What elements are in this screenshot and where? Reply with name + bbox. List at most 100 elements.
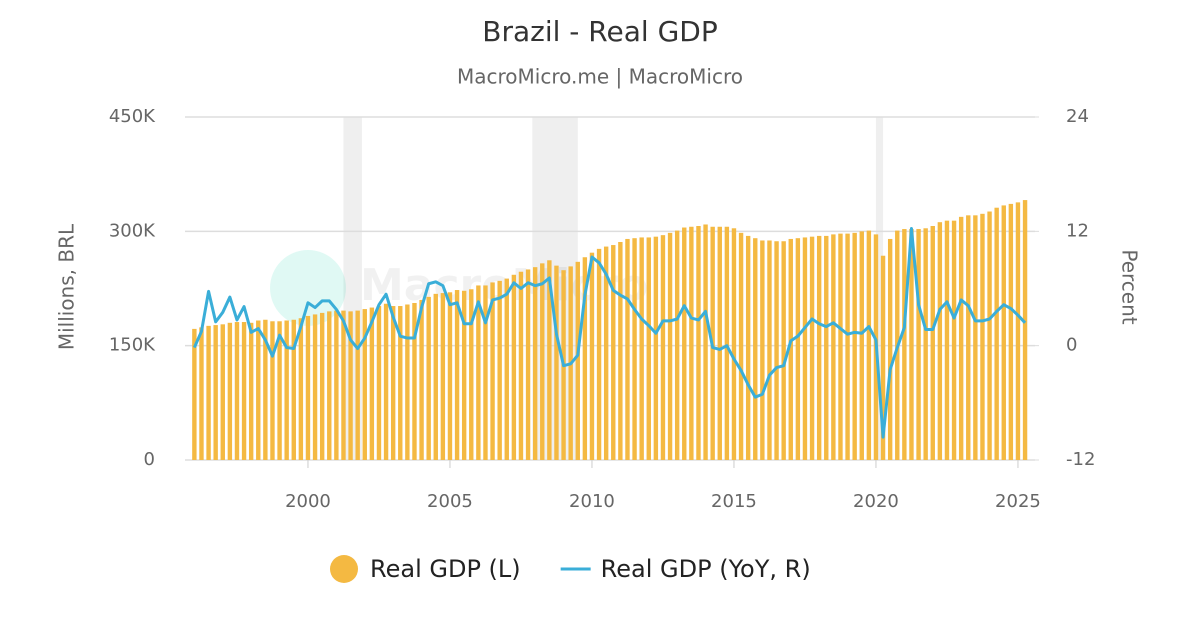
y-tick-label: 150K — [109, 335, 156, 356]
bar — [603, 246, 609, 460]
bar — [625, 238, 630, 460]
bar — [738, 232, 744, 460]
bar — [930, 225, 935, 460]
bar — [717, 226, 722, 460]
bar — [305, 315, 311, 460]
bar — [447, 292, 453, 460]
bar — [589, 252, 595, 460]
bar — [902, 229, 907, 460]
bar — [369, 307, 375, 460]
bar — [966, 215, 971, 460]
bar — [547, 260, 552, 460]
bar — [696, 225, 701, 460]
x-tick-label: 2025 — [995, 491, 1041, 512]
bar — [781, 241, 786, 460]
bar — [611, 245, 616, 460]
bar — [532, 267, 538, 460]
bar — [312, 314, 318, 460]
bar — [348, 311, 353, 460]
bar — [845, 233, 850, 460]
x-tick-label: 2000 — [285, 491, 331, 512]
bar — [376, 306, 382, 460]
bar — [383, 303, 389, 460]
bar — [518, 271, 524, 460]
bar — [426, 296, 431, 460]
bar — [540, 263, 545, 460]
bar — [937, 222, 943, 460]
bar — [689, 226, 694, 460]
bar — [327, 311, 332, 460]
bar — [206, 325, 211, 460]
bar — [575, 261, 580, 460]
bar — [270, 321, 275, 460]
bar — [390, 306, 396, 460]
bar — [973, 215, 978, 460]
bar — [398, 306, 403, 460]
bar — [703, 224, 708, 460]
bar — [248, 322, 254, 460]
bar — [525, 269, 531, 460]
x-tick-label: 2015 — [711, 491, 757, 512]
bar — [263, 319, 268, 460]
bar — [199, 327, 204, 460]
bar — [362, 309, 367, 460]
y-axis-title: Millions, BRL — [55, 223, 79, 350]
bar — [291, 319, 296, 460]
bar — [596, 248, 602, 460]
bar — [880, 255, 886, 460]
bar — [958, 216, 964, 460]
bar — [405, 304, 410, 460]
chart-subtitle: MacroMicro.me | MacroMicro — [457, 65, 743, 89]
x-tick-label: 2005 — [427, 491, 473, 512]
bar — [284, 320, 289, 460]
bar — [646, 237, 651, 460]
bar — [909, 229, 914, 460]
y2-axis-title: Percent — [1118, 249, 1142, 324]
bar — [838, 233, 843, 460]
bar — [852, 232, 857, 460]
x-tick-label: 2020 — [853, 491, 899, 512]
bar — [319, 312, 325, 460]
bar — [731, 228, 737, 460]
bar — [213, 325, 218, 460]
bar — [419, 299, 424, 460]
bar — [788, 238, 793, 460]
bar — [887, 238, 893, 460]
bar — [1015, 202, 1021, 460]
bar — [355, 310, 360, 460]
bar — [802, 237, 808, 460]
bar — [944, 220, 950, 460]
watermark-logo — [270, 250, 346, 326]
bar — [227, 322, 233, 460]
bar — [674, 230, 680, 460]
y-tick-label: 0 — [144, 449, 155, 470]
y2-tick-label: 12 — [1066, 220, 1089, 241]
bar — [469, 289, 474, 460]
bar — [490, 282, 495, 460]
bar — [987, 211, 992, 460]
bar — [724, 226, 730, 460]
bar — [1022, 200, 1028, 461]
bar — [660, 235, 666, 460]
bar — [497, 280, 502, 460]
bar — [504, 278, 509, 460]
bar — [767, 240, 772, 460]
bar — [277, 321, 282, 460]
bar — [831, 234, 836, 460]
bar — [753, 238, 758, 460]
bar — [653, 236, 659, 460]
bar — [1001, 205, 1006, 460]
bar — [745, 235, 751, 460]
y2-tick-label: -12 — [1066, 449, 1095, 470]
bar — [1008, 203, 1014, 461]
bar — [341, 310, 346, 460]
bar — [760, 240, 765, 460]
y-tick-label: 300K — [109, 220, 156, 241]
chart-title: Brazil - Real GDP — [482, 15, 717, 48]
y2-tick-label: 24 — [1066, 106, 1089, 127]
legend-label: Real GDP (L) — [370, 555, 521, 583]
line — [192, 226, 1027, 439]
bar — [440, 293, 446, 460]
legend-label: Real GDP (YoY, R) — [601, 555, 811, 583]
bar — [980, 213, 985, 460]
